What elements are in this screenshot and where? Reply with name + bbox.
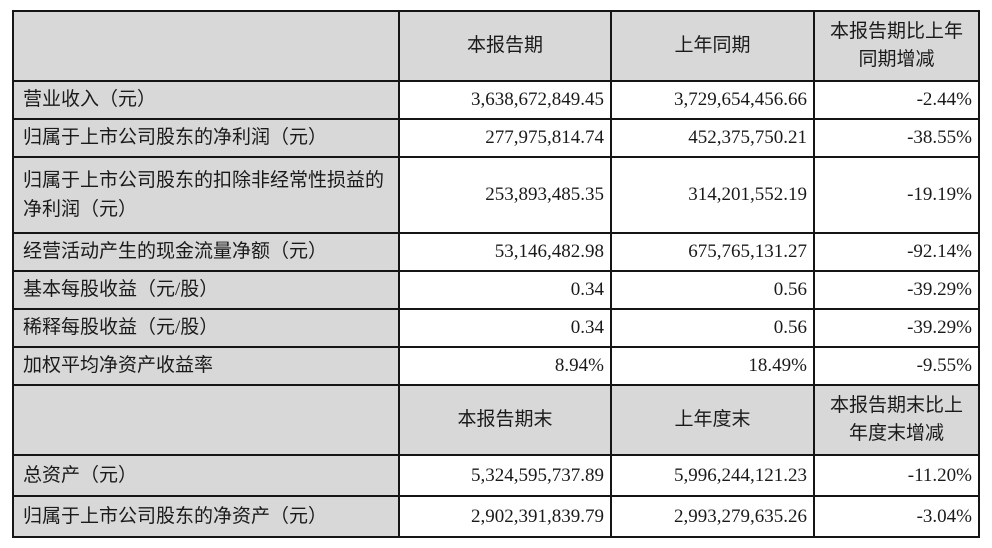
prior-period-value: 0.56 bbox=[610, 308, 815, 348]
prior-period-value: 675,765,131.27 bbox=[610, 232, 815, 272]
row-label: 加权平均净资产收益率 bbox=[12, 346, 400, 386]
header-period-end-change: 本报告期末比上年度末增减 bbox=[813, 384, 980, 456]
change-value: -38.55% bbox=[813, 118, 980, 158]
prior-period-value: 452,375,750.21 bbox=[610, 118, 815, 158]
table-header-row-period: 本报告期 上年同期 本报告期比上年同期增减 bbox=[12, 10, 980, 82]
row-label: 基本每股收益（元/股） bbox=[12, 270, 400, 310]
current-period-end-value: 5,324,595,737.89 bbox=[398, 454, 612, 497]
financial-summary-table: 本报告期 上年同期 本报告期比上年同期增减 营业收入（元） 3,638,672,… bbox=[12, 10, 980, 538]
prior-period-value: 0.56 bbox=[610, 270, 815, 310]
row-label: 归属于上市公司股东的扣除非经常性损益的净利润（元） bbox=[12, 156, 400, 234]
change-value: -19.19% bbox=[813, 156, 980, 234]
row-label: 归属于上市公司股东的净利润（元） bbox=[12, 118, 400, 158]
prior-year-end-value: 2,993,279,635.26 bbox=[610, 495, 815, 538]
current-period-value: 53,146,482.98 bbox=[398, 232, 612, 272]
table-row-operating-cash-flow: 经营活动产生的现金流量净额（元） 53,146,482.98 675,765,1… bbox=[12, 232, 980, 272]
table-row-operating-revenue: 营业收入（元） 3,638,672,849.45 3,729,654,456.6… bbox=[12, 80, 980, 120]
row-label: 总资产（元） bbox=[12, 454, 400, 497]
current-period-value: 0.34 bbox=[398, 308, 612, 348]
table-row-total-assets: 总资产（元） 5,324,595,737.89 5,996,244,121.23… bbox=[12, 454, 980, 497]
current-period-value: 8.94% bbox=[398, 346, 612, 386]
header-prior-year-end: 上年度末 bbox=[610, 384, 815, 456]
row-label: 稀释每股收益（元/股） bbox=[12, 308, 400, 348]
change-value: -39.29% bbox=[813, 308, 980, 348]
prior-period-value: 314,201,552.19 bbox=[610, 156, 815, 234]
header-prior-period: 上年同期 bbox=[610, 10, 815, 82]
prior-period-value: 3,729,654,456.66 bbox=[610, 80, 815, 120]
table-row-net-profit: 归属于上市公司股东的净利润（元） 277,975,814.74 452,375,… bbox=[12, 118, 980, 158]
prior-year-end-value: 5,996,244,121.23 bbox=[610, 454, 815, 497]
row-label: 归属于上市公司股东的净资产（元） bbox=[12, 495, 400, 538]
table-header-row-period-end: 本报告期末 上年度末 本报告期末比上年度末增减 bbox=[12, 384, 980, 456]
header-current-period-end: 本报告期末 bbox=[398, 384, 612, 456]
table-row-basic-eps: 基本每股收益（元/股） 0.34 0.56 -39.29% bbox=[12, 270, 980, 310]
header-current-period: 本报告期 bbox=[398, 10, 612, 82]
prior-period-value: 18.49% bbox=[610, 346, 815, 386]
table-row-net-assets: 归属于上市公司股东的净资产（元） 2,902,391,839.79 2,993,… bbox=[12, 495, 980, 538]
table-row-diluted-eps: 稀释每股收益（元/股） 0.34 0.56 -39.29% bbox=[12, 308, 980, 348]
row-label: 营业收入（元） bbox=[12, 80, 400, 120]
change-value: -3.04% bbox=[813, 495, 980, 538]
table-row-weighted-avg-roe: 加权平均净资产收益率 8.94% 18.49% -9.55% bbox=[12, 346, 980, 386]
current-period-value: 277,975,814.74 bbox=[398, 118, 612, 158]
current-period-value: 253,893,485.35 bbox=[398, 156, 612, 234]
change-value: -9.55% bbox=[813, 346, 980, 386]
current-period-end-value: 2,902,391,839.79 bbox=[398, 495, 612, 538]
change-value: -39.29% bbox=[813, 270, 980, 310]
change-value: -11.20% bbox=[813, 454, 980, 497]
header-empty-cell bbox=[12, 384, 400, 456]
current-period-value: 0.34 bbox=[398, 270, 612, 310]
current-period-value: 3,638,672,849.45 bbox=[398, 80, 612, 120]
change-value: -2.44% bbox=[813, 80, 980, 120]
table-row-net-profit-excl-nonrecurring: 归属于上市公司股东的扣除非经常性损益的净利润（元） 253,893,485.35… bbox=[12, 156, 980, 234]
header-empty-cell bbox=[12, 10, 400, 82]
change-value: -92.14% bbox=[813, 232, 980, 272]
row-label: 经营活动产生的现金流量净额（元） bbox=[12, 232, 400, 272]
header-period-change: 本报告期比上年同期增减 bbox=[813, 10, 980, 82]
